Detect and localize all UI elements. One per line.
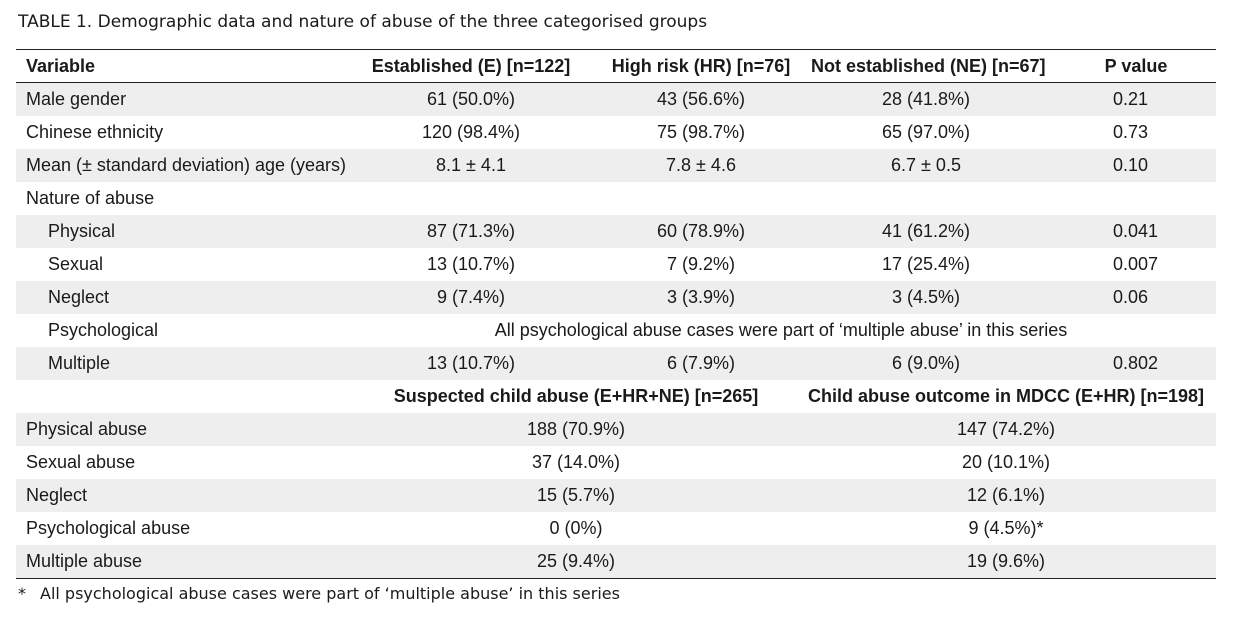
- cell-spanning-note: All psychological abuse cases were part …: [494, 320, 1068, 340]
- cell-outcome: 12 (6.1%): [966, 485, 1046, 505]
- header-variable: Variable: [26, 56, 96, 76]
- table-row: Neglect 9 (7.4%) 3 (3.9%) 3 (4.5%) 0.06: [16, 281, 1216, 314]
- table-row: Multiple 13 (10.7%) 6 (7.9%) 6 (9.0%) 0.…: [16, 347, 1216, 380]
- cell-established: 8.1 ± 4.1: [436, 155, 506, 175]
- table-row: Psychological abuse 0 (0%) 9 (4.5%)*: [16, 512, 1216, 545]
- table-footnote: * All psychological abuse cases were part…: [18, 584, 620, 603]
- cell-high-risk: 7 (9.2%): [666, 254, 736, 274]
- cell-suspected: 37 (14.0%): [531, 452, 621, 472]
- cell-p-value: 0.21: [1113, 89, 1149, 109]
- row-label: Sexual: [48, 254, 104, 274]
- cell-established: 87 (71.3%): [426, 221, 516, 241]
- table-caption: TABLE 1. Demographic data and nature of …: [18, 12, 707, 32]
- cell-high-risk: 6 (7.9%): [666, 353, 736, 373]
- table-row: Sexual abuse 37 (14.0%) 20 (10.1%): [16, 446, 1216, 479]
- header-p-value: P value: [1104, 56, 1168, 76]
- table-header-row: Variable Established (E) [n=122] High ri…: [16, 50, 1216, 83]
- row-label: Neglect: [26, 485, 88, 505]
- cell-not-established: 6.7 ± 0.5: [891, 155, 961, 175]
- table-row: Multiple abuse 25 (9.4%) 19 (9.6%): [16, 545, 1216, 578]
- table-caption-label: TABLE 1.: [18, 12, 93, 32]
- table-row: Mean (± standard deviation) age (years) …: [16, 149, 1216, 182]
- cell-high-risk: 43 (56.6%): [656, 89, 746, 109]
- cell-suspected: 25 (9.4%): [536, 551, 616, 571]
- cell-p-value: 0.041: [1113, 221, 1159, 241]
- cell-not-established: 65 (97.0%): [881, 122, 971, 142]
- footnote-text: All psychological abuse cases were part …: [40, 584, 620, 603]
- row-label: Physical abuse: [26, 419, 148, 439]
- cell-outcome: 9 (4.5%)*: [968, 518, 1044, 538]
- table-row: Sexual 13 (10.7%) 7 (9.2%) 17 (25.4%) 0.…: [16, 248, 1216, 281]
- row-label: Chinese ethnicity: [26, 122, 164, 142]
- row-label: Sexual abuse: [26, 452, 136, 472]
- cell-high-risk: 75 (98.7%): [656, 122, 746, 142]
- table-row: Psychological All psychological abuse ca…: [16, 314, 1216, 347]
- row-label: Multiple abuse: [26, 551, 143, 571]
- cell-established: 13 (10.7%): [426, 254, 516, 274]
- table-row: Male gender 61 (50.0%) 43 (56.6%) 28 (41…: [16, 83, 1216, 116]
- footnote-mark: *: [18, 584, 26, 603]
- cell-suspected: 188 (70.9%): [526, 419, 626, 439]
- table-row: Nature of abuse: [16, 182, 1216, 215]
- cell-established: 13 (10.7%): [426, 353, 516, 373]
- table-subheader-row: Suspected child abuse (E+HR+NE) [n=265] …: [16, 380, 1216, 413]
- cell-not-established: 3 (4.5%): [891, 287, 961, 307]
- cell-suspected: 15 (5.7%): [536, 485, 616, 505]
- row-label: Physical: [48, 221, 116, 241]
- cell-high-risk: 3 (3.9%): [666, 287, 736, 307]
- cell-not-established: 6 (9.0%): [891, 353, 961, 373]
- cell-p-value: 0.06: [1113, 287, 1149, 307]
- cell-p-value: 0.10: [1113, 155, 1149, 175]
- header-established: Established (E) [n=122]: [371, 56, 571, 76]
- demographics-table: Variable Established (E) [n=122] High ri…: [16, 49, 1216, 579]
- row-label: Mean (± standard deviation) age (years): [26, 155, 347, 175]
- cell-not-established: 17 (25.4%): [881, 254, 971, 274]
- cell-outcome: 147 (74.2%): [956, 419, 1056, 439]
- table-row: Chinese ethnicity 120 (98.4%) 75 (98.7%)…: [16, 116, 1216, 149]
- header-high-risk: High risk (HR) [n=76]: [611, 56, 791, 76]
- cell-p-value: 0.73: [1113, 122, 1149, 142]
- cell-not-established: 41 (61.2%): [881, 221, 971, 241]
- row-label: Multiple: [48, 353, 111, 373]
- cell-high-risk: 60 (78.9%): [656, 221, 746, 241]
- cell-suspected: 0 (0%): [549, 518, 603, 538]
- cell-outcome: 19 (9.6%): [966, 551, 1046, 571]
- table-caption-text: Demographic data and nature of abuse of …: [97, 12, 708, 32]
- cell-high-risk: 7.8 ± 4.6: [666, 155, 736, 175]
- row-label: Neglect: [48, 287, 110, 307]
- row-label: Psychological: [48, 320, 159, 340]
- cell-established: 120 (98.4%): [421, 122, 521, 142]
- cell-p-value: 0.007: [1113, 254, 1159, 274]
- row-label: Psychological abuse: [26, 518, 191, 538]
- cell-p-value: 0.802: [1113, 353, 1159, 373]
- cell-established: 9 (7.4%): [436, 287, 506, 307]
- subheader-outcome: Child abuse outcome in MDCC (E+HR) [n=19…: [807, 386, 1205, 406]
- row-label: Nature of abuse: [26, 188, 155, 208]
- table-row: Physical 87 (71.3%) 60 (78.9%) 41 (61.2%…: [16, 215, 1216, 248]
- header-not-established: Not established (NE) [n=67]: [811, 56, 1046, 76]
- subheader-suspected: Suspected child abuse (E+HR+NE) [n=265]: [393, 386, 759, 406]
- row-label: Male gender: [26, 89, 127, 109]
- cell-outcome: 20 (10.1%): [961, 452, 1051, 472]
- cell-established: 61 (50.0%): [426, 89, 516, 109]
- table-row: Physical abuse 188 (70.9%) 147 (74.2%): [16, 413, 1216, 446]
- table-row: Neglect 15 (5.7%) 12 (6.1%): [16, 479, 1216, 512]
- cell-not-established: 28 (41.8%): [881, 89, 971, 109]
